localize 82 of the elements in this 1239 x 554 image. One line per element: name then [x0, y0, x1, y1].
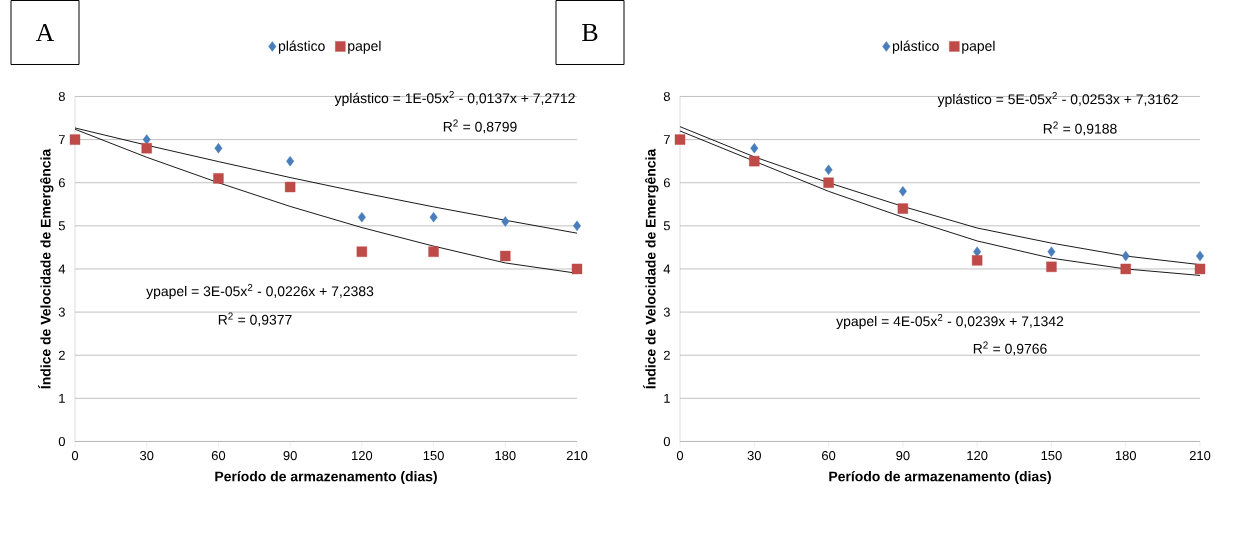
annotation: R$^{2}$ = 0,8799	[443, 119, 517, 134]
point	[750, 142, 759, 154]
y-tick-label: 0	[58, 436, 65, 446]
point	[1121, 250, 1130, 261]
x-tick-label: 30	[747, 450, 761, 460]
y-tick-label: 4	[58, 264, 66, 274]
y-tick-label: 2	[58, 350, 65, 360]
y-axis-title: Índice de Velocidade de Emergência	[38, 148, 54, 389]
x-tick-label: 0	[71, 450, 79, 460]
point	[973, 246, 982, 257]
point	[428, 246, 439, 257]
point	[1046, 261, 1057, 272]
x-tick-label: 210	[1189, 450, 1211, 460]
x-tick-label: 180	[495, 450, 516, 460]
x-tick-label: 180	[1115, 450, 1137, 460]
annotation: R$^{2}$ = 0,9377	[218, 312, 292, 327]
x-tick-label: 30	[140, 450, 154, 460]
point	[356, 246, 368, 257]
x-tick-label: 60	[822, 450, 836, 460]
point	[286, 155, 295, 167]
point	[1196, 250, 1204, 261]
y-tick-label: 3	[58, 307, 65, 317]
x-tick-label: 90	[896, 450, 910, 460]
point	[573, 220, 581, 231]
legend-label: plástico	[278, 40, 325, 54]
y-tick-label: 0	[663, 436, 670, 446]
x-tick-label: 120	[967, 450, 988, 460]
annotation: ypapel = 4E-05x$^{2}$ - 0,0239x + 7,1342	[836, 313, 1064, 329]
point	[971, 254, 983, 266]
point	[213, 172, 224, 184]
y-tick-label: 6	[58, 177, 65, 188]
annotation: yplástico = 5E-05x$^{2}$ - 0,0253x + 7,3162	[937, 91, 1178, 107]
point	[500, 250, 511, 261]
annotation: R$^{2}$ = 0,9766	[973, 341, 1047, 356]
point	[1120, 263, 1131, 274]
annotation: ypapel = 3E-05x$^{2}$ - 0,0226x + 7,2383	[146, 283, 374, 299]
y-tick-label: 1	[664, 393, 670, 403]
point	[1194, 263, 1206, 274]
point	[141, 142, 152, 154]
y-tick-label: 5	[58, 221, 65, 231]
y-tick-label: 5	[663, 221, 670, 231]
y-tick-label: 8	[58, 91, 65, 101]
x-tick-label: 210	[566, 450, 588, 460]
point	[1047, 246, 1056, 257]
x-axis-title: Período de armazenamento (dias)	[829, 470, 1051, 484]
point	[898, 185, 907, 197]
point	[69, 134, 81, 145]
point	[501, 216, 510, 227]
point	[749, 155, 760, 167]
annotation: R$^{2}$ = 0,9188	[1043, 121, 1117, 136]
chart-title: A	[35, 23, 55, 41]
y-tick-label: 4	[663, 264, 671, 274]
x-axis-title: Período de armazenamento (dias)	[215, 470, 437, 484]
y-tick-label: 2	[663, 350, 670, 360]
y-tick-label: 6	[663, 177, 670, 188]
point	[142, 134, 151, 145]
annotation: yplástico = 1E-05x$^{2}$ - 0,0137x + 7,2712	[334, 90, 575, 106]
x-tick-label: 120	[352, 450, 373, 460]
x-tick-label: 150	[423, 450, 444, 460]
point	[674, 134, 686, 145]
point	[897, 203, 909, 214]
y-tick-label: 8	[663, 91, 670, 101]
x-tick-label: 90	[283, 450, 297, 460]
point	[284, 181, 296, 192]
x-tick-label: 150	[1041, 450, 1062, 460]
y-tick-label: 3	[663, 307, 670, 317]
y-tick-label: 7	[663, 134, 670, 144]
point	[571, 263, 583, 274]
legend-label: papel	[348, 40, 381, 54]
point	[429, 211, 438, 223]
x-tick-label: 60	[211, 450, 226, 460]
point	[823, 177, 834, 188]
x-tick-label: 0	[676, 450, 684, 460]
point	[824, 164, 833, 175]
y-axis-title: Índice de Velocidade de Emergência	[643, 148, 659, 389]
chart-title: B	[582, 23, 598, 41]
y-tick-label: 7	[58, 134, 65, 144]
point	[357, 211, 366, 223]
point	[214, 142, 223, 154]
y-tick-label: 1	[59, 393, 65, 403]
legend-label: papel	[962, 40, 995, 54]
legend-label: plástico	[892, 40, 939, 54]
